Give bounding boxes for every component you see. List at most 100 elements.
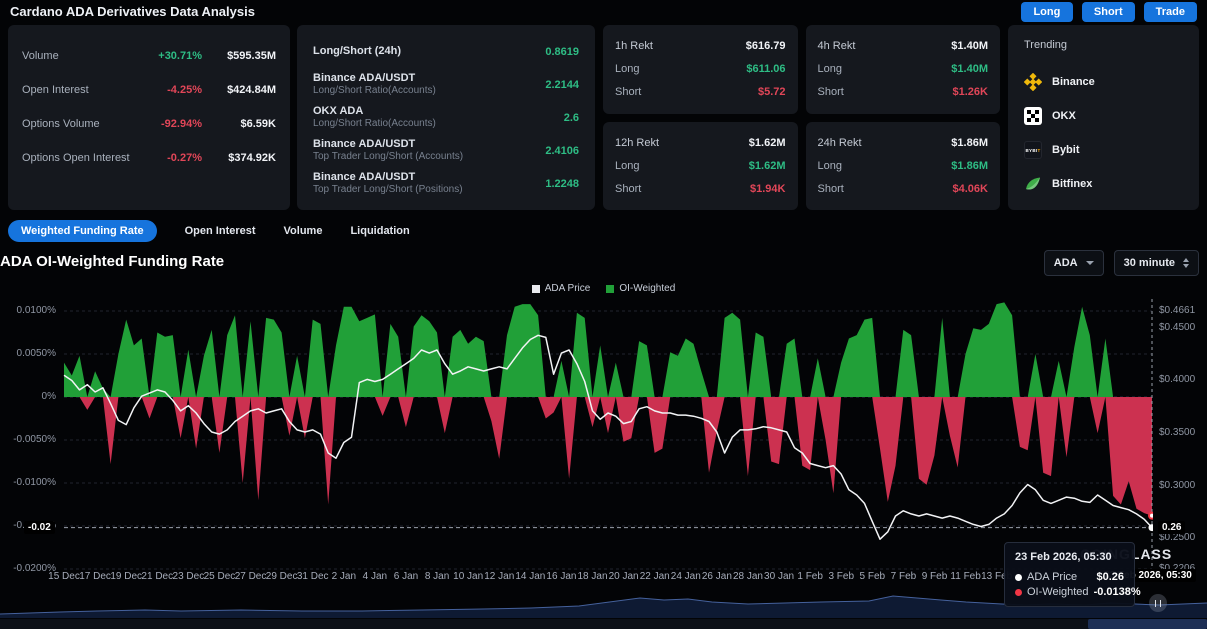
ls-title: Long/Short (24h)	[313, 45, 545, 58]
chevron-down-icon	[1086, 261, 1094, 265]
ls-row: Long/Short (24h) 0.8619	[313, 35, 579, 68]
left-axis-label: 0.0050%	[0, 348, 56, 360]
chart-canvas	[63, 299, 1153, 570]
tab-open-interest[interactable]: Open Interest	[185, 225, 256, 237]
rekt-grid: 1h Rekt$616.79 Long$611.06 Short$5.72 4h…	[603, 25, 1000, 210]
trending-item-okx[interactable]: OKX	[1024, 99, 1183, 133]
rekt-long-label: Long	[615, 63, 639, 75]
exchange-name: OKX	[1052, 110, 1076, 122]
stat-value: $374.92K	[202, 152, 276, 164]
ls-subtitle: Long/Short Ratio(Accounts)	[313, 118, 564, 130]
longshort-panel: Long/Short (24h) 0.8619 Binance ADA/USDT…	[297, 25, 595, 210]
rekt-long-value: $611.06	[746, 63, 785, 75]
trending-item-binance[interactable]: Binance	[1024, 65, 1183, 99]
tab-weighted-funding-rate[interactable]: Weighted Funding Rate	[8, 220, 157, 242]
trade-button[interactable]: Trade	[1144, 2, 1197, 22]
chart-legend: ADA Price OI-Weighted	[0, 283, 1207, 294]
pause-bars-icon	[1155, 600, 1161, 607]
stat-label: Open Interest	[22, 84, 140, 96]
tooltip-row-funding: OI-Weighted -0.0138%	[1015, 586, 1124, 598]
chart-controls: ADA 30 minute	[1044, 250, 1199, 276]
ls-title: Binance ADA/USDT	[313, 171, 545, 184]
derivatives-dashboard: Cardano ADA Derivatives Data Analysis Lo…	[0, 0, 1207, 629]
binance-icon	[1024, 73, 1042, 91]
rekt-short-value: $1.94K	[750, 183, 785, 195]
rekt-card-1h: 1h Rekt$616.79 Long$611.06 Short$5.72	[603, 25, 798, 114]
ls-value: 1.2248	[545, 178, 579, 190]
crosshair-right-badge: 0.26	[1158, 521, 1185, 534]
rekt-title: 24h Rekt	[818, 137, 862, 149]
rekt-total: $1.40M	[951, 40, 988, 52]
right-axis-label: $0.4000	[1159, 374, 1205, 386]
rekt-long-value: $1.40M	[951, 63, 988, 75]
tooltip-label: ADA Price	[1027, 571, 1091, 583]
interval-select-value: 30 minute	[1124, 257, 1175, 269]
right-axis-label: $0.3000	[1159, 480, 1205, 492]
ls-row: Binance ADA/USDT Top Trader Long/Short (…	[313, 167, 579, 200]
rekt-long-value: $1.62M	[749, 160, 786, 172]
chart-scrollbar-track[interactable]	[0, 619, 1207, 629]
left-axis-label: -0.0100%	[0, 477, 56, 489]
ls-title: Binance ADA/USDT	[313, 72, 545, 85]
ls-title: Binance ADA/USDT	[313, 138, 545, 151]
ls-subtitle: Long/Short Ratio(Accounts)	[313, 85, 545, 97]
long-button[interactable]: Long	[1021, 2, 1073, 22]
chart-tabs: Weighted Funding Rate Open Interest Volu…	[8, 220, 410, 242]
legend-item-oi-weighted[interactable]: OI-Weighted	[606, 283, 675, 294]
funding-rate-chart-plot[interactable]	[63, 299, 1153, 570]
right-axis-label: $0.4661	[1159, 305, 1205, 317]
legend-label: ADA Price	[545, 283, 591, 294]
stat-value: $595.35M	[202, 50, 276, 62]
left-axis-label: 0%	[0, 391, 56, 403]
chart-scrollbar-thumb[interactable]	[1088, 619, 1207, 629]
bybit-icon: BYBIT	[1024, 141, 1042, 159]
legend-swatch	[606, 285, 614, 293]
ls-value: 2.2144	[545, 79, 579, 91]
tooltip-time: 23 Feb 2026, 05:30	[1015, 551, 1124, 563]
rekt-short-label: Short	[615, 183, 641, 195]
stat-row-options-open-interest: Options Open Interest -0.27% $374.92K	[22, 141, 276, 175]
rekt-long-value: $1.86M	[951, 160, 988, 172]
header: Cardano ADA Derivatives Data Analysis Lo…	[0, 0, 1207, 23]
stat-change: -0.27%	[140, 152, 202, 164]
left-axis-label: -0.0050%	[0, 434, 56, 446]
tab-volume[interactable]: Volume	[284, 225, 323, 237]
symbol-select-value: ADA	[1054, 257, 1078, 269]
stat-label: Options Volume	[22, 118, 140, 130]
left-axis-label: 0.0100%	[0, 305, 56, 317]
symbol-select[interactable]: ADA	[1044, 250, 1104, 276]
header-actions: Long Short Trade	[1021, 2, 1197, 22]
ls-row: Binance ADA/USDT Long/Short Ratio(Accoun…	[313, 68, 579, 101]
exchange-name: Binance	[1052, 76, 1095, 88]
rekt-card-4h: 4h Rekt$1.40M Long$1.40M Short$1.26K	[806, 25, 1001, 114]
interval-select[interactable]: 30 minute	[1114, 250, 1199, 276]
rekt-short-label: Short	[818, 86, 844, 98]
rekt-long-label: Long	[818, 63, 842, 75]
page-title: Cardano ADA Derivatives Data Analysis	[10, 4, 255, 19]
trending-item-bybit[interactable]: BYBIT Bybit	[1024, 133, 1183, 167]
ls-value: 2.4106	[545, 145, 579, 157]
rekt-total: $1.86M	[951, 137, 988, 149]
ls-row: OKX ADA Long/Short Ratio(Accounts) 2.6	[313, 101, 579, 134]
stat-label: Options Open Interest	[22, 152, 140, 164]
exchange-name: Bitfinex	[1052, 178, 1092, 190]
navigator-handle[interactable]	[1149, 594, 1167, 612]
legend-item-ada-price[interactable]: ADA Price	[532, 283, 591, 294]
stat-value: $424.84M	[202, 84, 276, 96]
rekt-title: 1h Rekt	[615, 40, 653, 52]
white-dot-icon	[1015, 574, 1022, 581]
rekt-card-24h: 24h Rekt$1.86M Long$1.86M Short$4.06K	[806, 122, 1001, 211]
ls-subtitle: Top Trader Long/Short (Accounts)	[313, 151, 545, 163]
red-dot-icon	[1015, 589, 1022, 596]
stat-row-open-interest: Open Interest -4.25% $424.84M	[22, 73, 276, 107]
tooltip-label: OI-Weighted	[1027, 586, 1089, 598]
rekt-total: $1.62M	[749, 137, 786, 149]
short-button[interactable]: Short	[1082, 2, 1135, 22]
rekt-short-value: $5.72	[758, 86, 786, 98]
rekt-long-label: Long	[615, 160, 639, 172]
tab-liquidation[interactable]: Liquidation	[350, 225, 409, 237]
stat-value: $6.59K	[202, 118, 276, 130]
trending-item-bitfinex[interactable]: Bitfinex	[1024, 167, 1183, 201]
legend-swatch	[532, 285, 540, 293]
rekt-short-label: Short	[818, 183, 844, 195]
